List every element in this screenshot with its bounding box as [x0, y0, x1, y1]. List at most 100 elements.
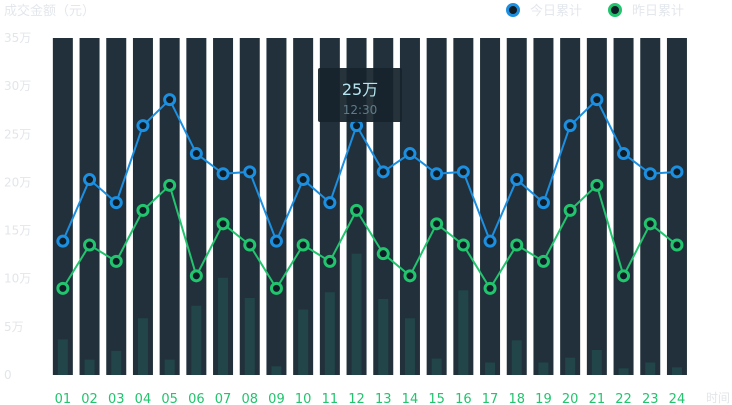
volume-bar	[485, 362, 496, 375]
series-point-yesterday	[456, 238, 470, 252]
x-tick-label: 07	[215, 392, 232, 405]
series-point-yesterday	[56, 281, 70, 295]
series-point-yesterday	[430, 217, 444, 231]
y-tick-label: 35万	[4, 31, 31, 45]
legend-item-yesterday[interactable]: 昨日累计	[608, 0, 684, 19]
series-point-today	[670, 165, 684, 179]
series-point-yesterday	[136, 203, 150, 217]
series-point-yesterday	[109, 254, 123, 268]
background-bar	[666, 38, 687, 375]
series-point-yesterday	[189, 269, 203, 283]
series-point-yesterday	[403, 269, 417, 283]
volume-bar	[351, 253, 362, 375]
series-point-yesterday	[563, 203, 577, 217]
series-point-today	[403, 147, 417, 161]
x-tick-label: 09	[268, 392, 285, 405]
x-tick-label: 16	[455, 392, 472, 405]
volume-bar	[191, 305, 202, 375]
series-point-today	[243, 165, 257, 179]
series-point-today	[216, 167, 230, 181]
volume-bar	[538, 362, 549, 375]
series-point-today	[376, 165, 390, 179]
volume-bar	[645, 362, 656, 375]
tooltip-value: 25万	[341, 80, 379, 99]
volume-bar	[298, 309, 309, 375]
volume-bar	[271, 366, 282, 375]
background-bar	[586, 38, 607, 375]
volume-bar	[378, 298, 389, 375]
series-point-today	[483, 234, 497, 248]
tooltip: 25万 12:30	[318, 68, 402, 122]
series-point-yesterday	[510, 238, 524, 252]
y-tick-label: 0	[4, 368, 12, 382]
volume-bar	[57, 339, 68, 375]
x-tick-label: 14	[402, 392, 419, 405]
y-tick-label: 15万	[4, 224, 31, 238]
series-point-today	[56, 234, 70, 248]
background-bar	[239, 38, 260, 375]
x-axis-label: 时间	[706, 391, 730, 405]
volume-bar	[591, 349, 602, 375]
volume-bar	[244, 297, 255, 375]
series-point-yesterday	[296, 238, 310, 252]
x-tick-label: 01	[55, 392, 72, 405]
series-point-yesterday	[376, 247, 390, 261]
background-bar	[52, 38, 73, 375]
volume-bar	[618, 368, 629, 375]
x-tick-label: 03	[108, 392, 125, 405]
series-point-today	[189, 147, 203, 161]
x-tick-label: 18	[508, 392, 525, 405]
x-tick-label: 11	[322, 392, 339, 405]
series-point-yesterday	[163, 178, 177, 192]
background-bar	[480, 38, 501, 375]
series-point-today	[617, 147, 631, 161]
volume-bar	[137, 318, 148, 375]
x-tick-label: 24	[669, 392, 686, 405]
x-tick-label: 10	[295, 392, 312, 405]
y-tick-label: 20万	[4, 175, 31, 189]
series-point-today	[269, 234, 283, 248]
legend-dot-yesterday	[608, 2, 622, 17]
series-point-yesterday	[643, 217, 657, 231]
series-point-today	[563, 119, 577, 133]
legend-item-today[interactable]: 今日累计	[506, 0, 582, 19]
volume-bar	[111, 350, 122, 375]
series-point-today	[430, 167, 444, 181]
series-point-yesterday	[590, 178, 604, 192]
y-tick-label: 25万	[4, 127, 31, 141]
y-tick-label: 30万	[4, 79, 31, 93]
volume-bar	[164, 359, 175, 375]
background-bar	[640, 38, 661, 375]
background-bar	[373, 38, 394, 375]
series-point-yesterday	[83, 238, 97, 252]
volume-bar	[431, 358, 442, 375]
series-line-yesterday	[61, 183, 678, 291]
legend-label-yesterday: 昨日累计	[632, 4, 685, 19]
x-tick-label: 04	[135, 392, 152, 405]
x-tick-label: 05	[161, 392, 178, 405]
y-tick-label: 10万	[4, 272, 31, 286]
series-point-yesterday	[350, 203, 364, 217]
series-point-today	[536, 196, 550, 210]
series-point-yesterday	[536, 254, 550, 268]
x-tick-label: 02	[81, 392, 98, 405]
series-point-yesterday	[670, 238, 684, 252]
volume-bar	[218, 277, 229, 375]
series-point-yesterday	[216, 217, 230, 231]
volume-bar	[565, 357, 576, 375]
background-bar	[266, 38, 287, 375]
x-tick-label: 13	[375, 392, 392, 405]
series-point-yesterday	[483, 281, 497, 295]
x-tick-label: 08	[241, 392, 258, 405]
series-point-today	[456, 165, 470, 179]
series-point-today	[643, 167, 657, 181]
volume-bar	[324, 292, 335, 375]
background-bar	[613, 38, 634, 375]
x-tick-label: 17	[482, 392, 499, 405]
x-tick-label: 19	[535, 392, 552, 405]
x-tick-label: 06	[188, 392, 205, 405]
x-tick-label: 20	[562, 392, 579, 405]
x-tick-label: 21	[589, 392, 606, 405]
series-point-today	[350, 119, 364, 133]
